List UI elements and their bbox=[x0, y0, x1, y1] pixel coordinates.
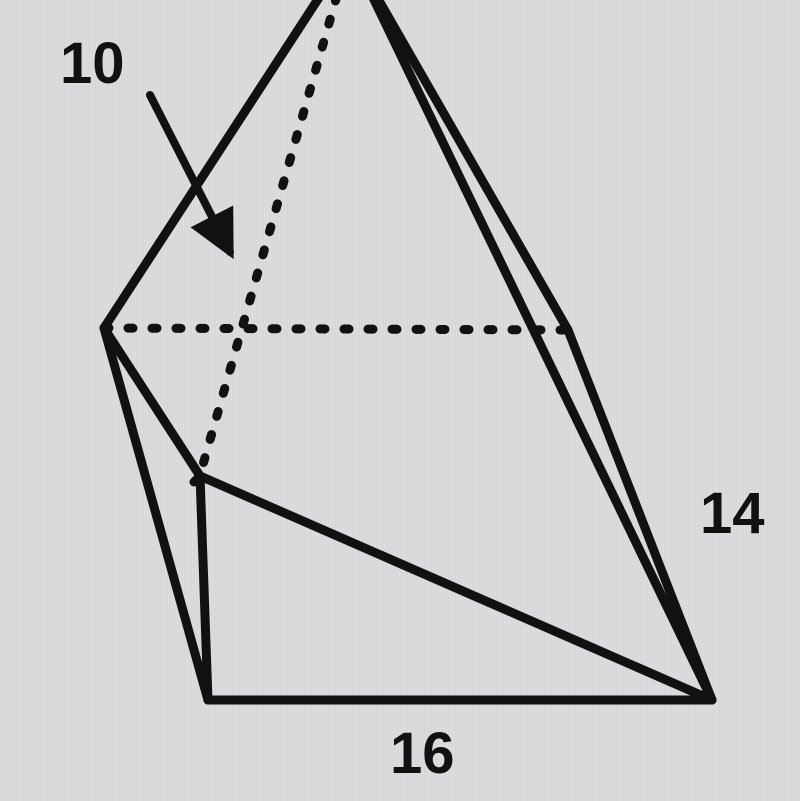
prism-diagram bbox=[0, 0, 800, 801]
label-right: 14 bbox=[700, 480, 765, 547]
label-diag: 10 bbox=[60, 30, 125, 97]
label-bottom: 16 bbox=[390, 720, 455, 787]
